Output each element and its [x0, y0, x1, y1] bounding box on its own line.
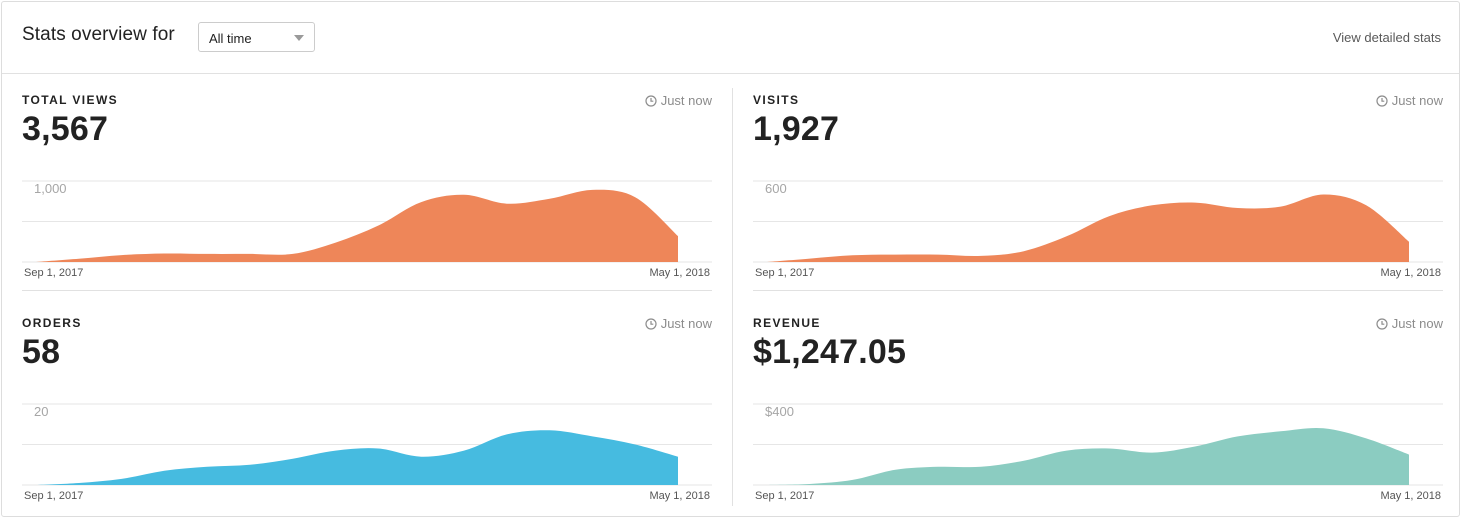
stat-value: 58	[22, 333, 61, 371]
x-tick-label-end: May 1, 2018	[649, 267, 710, 279]
last-updated-text: Just now	[1391, 316, 1443, 331]
chevron-down-icon	[294, 35, 304, 41]
stat-card-visits: VISITS Just now 1,927 600 Sep 1, 2017 May …	[753, 93, 1443, 298]
column-divider	[732, 88, 733, 506]
stat-value: 3,567	[22, 110, 109, 148]
last-updated-text: Just now	[1391, 93, 1443, 108]
clock-icon	[1376, 317, 1388, 330]
data-series-area	[36, 430, 678, 485]
last-updated-text: Just now	[660, 316, 712, 331]
stat-card-revenue: REVENUE Just now $1,247.05 $400 Sep 1, 20…	[753, 316, 1443, 521]
stat-value: $1,247.05	[753, 333, 907, 371]
revenue-chart: $400 Sep 1, 2017 May 1, 2018	[753, 392, 1443, 507]
clock-icon	[1376, 94, 1388, 107]
last-updated: Just now	[645, 316, 712, 331]
visits-chart: 600 Sep 1, 2017 May 1, 2018	[753, 169, 1443, 284]
stats-header: Stats overview for All time View detaile…	[2, 2, 1459, 74]
stat-value: 1,927	[753, 110, 840, 148]
last-updated: Just now	[1376, 93, 1443, 108]
y-tick-label: 1,000	[34, 181, 67, 196]
stat-card-orders: ORDERS Just now 58 20 Sep 1, 2017 May 1, 2…	[22, 316, 712, 521]
area-chart-svg: $400 Sep 1, 2017 May 1, 2018	[753, 403, 1443, 502]
clock-icon	[645, 94, 657, 107]
stat-label: ORDERS	[22, 316, 82, 330]
time-range-select[interactable]: All time	[198, 22, 315, 52]
last-updated-text: Just now	[660, 93, 712, 108]
x-tick-label-end: May 1, 2018	[1380, 490, 1441, 502]
last-updated: Just now	[645, 93, 712, 108]
page-title: Stats overview for	[22, 24, 175, 45]
orders-chart: 20 Sep 1, 2017 May 1, 2018	[22, 392, 712, 507]
view-detailed-stats-link[interactable]: View detailed stats	[1332, 30, 1441, 45]
x-tick-label-start: Sep 1, 2017	[755, 267, 814, 279]
area-chart-svg: 600 Sep 1, 2017 May 1, 2018	[753, 180, 1443, 279]
time-range-value: All time	[209, 31, 252, 46]
y-tick-label: 600	[765, 181, 787, 196]
stat-label: TOTAL VIEWS	[22, 93, 119, 107]
x-tick-label-end: May 1, 2018	[649, 490, 710, 502]
data-series-area	[767, 428, 1409, 485]
stat-label: VISITS	[753, 93, 800, 107]
area-chart-svg: 1,000 Sep 1, 2017 May 1, 2018	[22, 180, 712, 279]
x-tick-label-start: Sep 1, 2017	[755, 490, 814, 502]
data-series-area	[36, 189, 678, 262]
y-tick-label: 20	[34, 404, 48, 419]
x-tick-label-start: Sep 1, 2017	[24, 490, 83, 502]
total-views-chart: 1,000 Sep 1, 2017 May 1, 2018	[22, 169, 712, 284]
y-tick-label: $400	[765, 404, 794, 419]
area-chart-svg: 20 Sep 1, 2017 May 1, 2018	[22, 403, 712, 502]
row-divider-right	[753, 290, 1443, 291]
clock-icon	[645, 317, 657, 330]
last-updated: Just now	[1376, 316, 1443, 331]
row-divider-left	[22, 290, 712, 291]
data-series-area	[767, 194, 1409, 262]
x-tick-label-end: May 1, 2018	[1380, 267, 1441, 279]
x-tick-label-start: Sep 1, 2017	[24, 267, 83, 279]
stat-card-total-views: TOTAL VIEWS Just now 3,567 1,000 Sep 1, 2…	[22, 93, 712, 298]
stat-label: REVENUE	[753, 316, 821, 330]
